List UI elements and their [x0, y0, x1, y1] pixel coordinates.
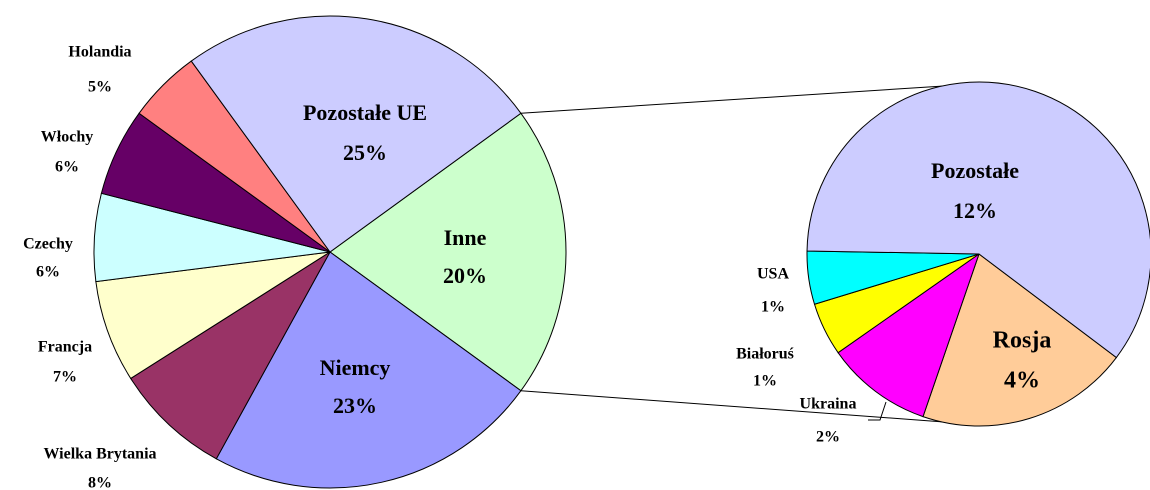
slice-label: Holandia: [68, 44, 131, 61]
slice-label: Rosja: [993, 328, 1052, 354]
slice-value-label: 12%: [953, 198, 997, 223]
slice-value-label: 23%: [333, 393, 377, 418]
connector-line: [520, 85, 945, 114]
slice-label: USA: [757, 266, 789, 283]
slice-value-label: 5%: [88, 79, 112, 96]
slice-value-label: 8%: [88, 475, 112, 490]
slice-value-label: 7%: [53, 369, 77, 386]
pie-slice: [215, 251, 522, 489]
slice-value-label: 6%: [55, 159, 79, 176]
slice-value-label: 6%: [36, 264, 60, 281]
slice-label: Niemcy: [320, 355, 391, 380]
pie-slice: [95, 251, 331, 380]
slice-label: Białoruś: [736, 346, 794, 363]
slice-label: Czechy: [23, 236, 73, 253]
connector-line: [520, 390, 945, 423]
slice-value-label: 1%: [753, 373, 777, 390]
pie-slice: [329, 112, 567, 392]
slice-value-label: 20%: [443, 263, 487, 288]
slice-label: Wielka Brytania: [43, 446, 156, 463]
slice-value-label: 1%: [761, 299, 785, 316]
slice-label: Francja: [38, 339, 92, 356]
slice-label: Pozostałe UE: [303, 100, 427, 125]
slice-label: Inne: [444, 225, 487, 250]
slice-label: Włochy: [41, 129, 93, 146]
leader-line: [868, 401, 887, 421]
slice-label: Ukraina: [800, 396, 857, 413]
pie-slice: [190, 15, 522, 253]
pie-slice: [837, 252, 980, 418]
slice-label: Pozostałe: [931, 158, 1019, 183]
slice-value-label: 25%: [343, 140, 387, 165]
slice-value-label: 4%: [1004, 368, 1040, 394]
pie-slice: [130, 251, 331, 460]
pie-slice: [922, 253, 1118, 427]
pie-slice: [806, 81, 1150, 359]
slice-value-label: 2%: [816, 429, 840, 446]
